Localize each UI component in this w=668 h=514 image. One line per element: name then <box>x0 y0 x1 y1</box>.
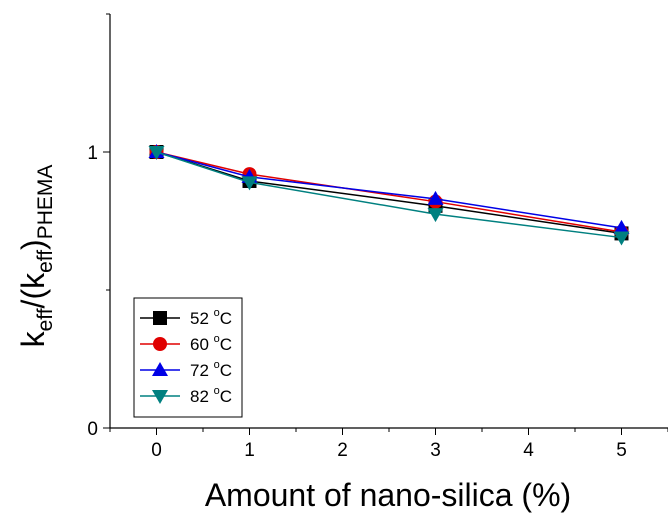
series-line <box>156 151 622 239</box>
data-point <box>613 231 630 246</box>
legend-label-degree: o <box>214 307 220 319</box>
legend-label-value: 72 <box>190 361 214 380</box>
data-point <box>613 219 630 234</box>
legend-label: 82 oC <box>190 385 232 406</box>
legend-label-unit: C <box>220 387 232 406</box>
x-axis: 0 1 2 3 4 5 <box>109 428 668 461</box>
y-axis-title-sub2: eff <box>34 250 57 273</box>
x-tick-label: 0 <box>151 440 162 461</box>
y-axis-title-sub3: PHEMA <box>34 165 57 240</box>
x-tick-label: 5 <box>616 440 627 461</box>
y-axis-title-base: k <box>15 330 51 347</box>
x-tick-label: 3 <box>430 440 441 461</box>
legend-item: 72 oC <box>140 359 232 380</box>
y-axis-title: keff/(keff)PHEMA <box>15 165 57 348</box>
legend-marker <box>152 390 168 404</box>
x-tick-label: 4 <box>523 440 534 461</box>
data-point <box>427 208 444 223</box>
legend-label-unit: C <box>220 309 232 328</box>
legend-label-unit: C <box>220 335 232 354</box>
y-axis-title-sub1: eff <box>34 308 57 331</box>
x-tick-label: 1 <box>244 440 255 461</box>
data-point <box>427 190 444 205</box>
x-tick-label: 2 <box>337 440 348 461</box>
data-point <box>148 146 165 160</box>
data-point <box>241 176 258 191</box>
series-layer <box>148 144 630 246</box>
legend-label: 60 oC <box>190 333 232 354</box>
legend-label-degree: o <box>214 333 220 345</box>
series <box>149 145 629 240</box>
series-line <box>156 151 622 229</box>
legend-item: 60 oC <box>140 333 232 354</box>
legend-label: 72 oC <box>190 359 232 380</box>
legend-label-value: 60 <box>190 335 214 354</box>
y-tick-label: 0 <box>87 419 98 440</box>
legend-label-degree: o <box>214 385 220 397</box>
legend-label-value: 52 <box>190 309 214 328</box>
legend-marker <box>153 337 167 351</box>
legend-marker <box>153 311 167 325</box>
legend-label-value: 82 <box>190 387 214 406</box>
legend-box <box>133 297 243 418</box>
legend-label-degree: o <box>214 359 220 371</box>
y-axis-title-mid: /(k <box>15 272 51 309</box>
legend-item: 52 oC <box>140 307 232 328</box>
series-line <box>156 151 622 233</box>
x-axis-title: Amount of nano-silica (%) <box>205 477 571 513</box>
y-tick-label: 1 <box>87 143 98 164</box>
series <box>148 146 630 246</box>
legend-marker <box>152 362 168 376</box>
series <box>148 144 630 234</box>
legend-label: 52 oC <box>190 307 232 328</box>
y-axis-title-close: ) <box>15 239 51 250</box>
y-axis: 01 <box>87 13 110 440</box>
legend-label-unit: C <box>220 361 232 380</box>
legend-item: 82 oC <box>140 385 232 406</box>
